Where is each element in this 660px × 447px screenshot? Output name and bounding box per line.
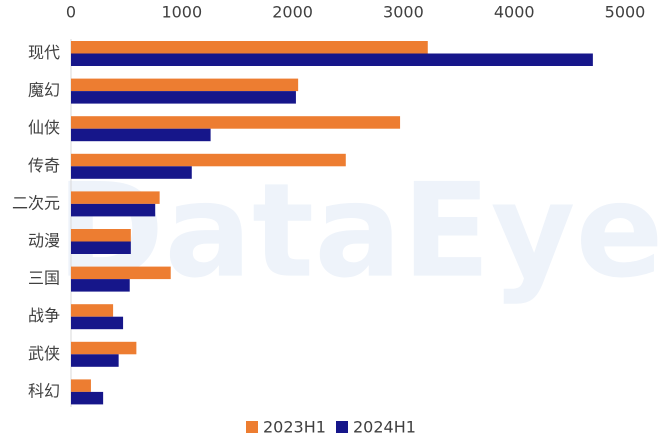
x-tick-label: 1000 (161, 3, 202, 22)
bar (71, 241, 131, 254)
bar (71, 166, 192, 179)
legend-swatch (336, 421, 348, 433)
x-tick-label: 5000 (605, 3, 646, 22)
bar (71, 354, 119, 367)
bar (71, 203, 156, 217)
x-tick-label: 2000 (272, 3, 313, 22)
bar (71, 191, 160, 204)
legend-label: 2024H1 (353, 418, 416, 437)
bar (71, 116, 401, 129)
x-tick-label: 3000 (383, 3, 424, 22)
bar (71, 304, 114, 317)
bar (71, 316, 124, 330)
bar (71, 391, 104, 405)
bar (71, 279, 130, 292)
bar (71, 153, 346, 167)
watermark: DataEye (56, 155, 660, 307)
bar (71, 379, 91, 392)
bar (71, 91, 296, 104)
x-tick-label: 0 (66, 3, 76, 22)
bar (71, 53, 593, 66)
y-tick-label: 传奇 (28, 156, 60, 175)
y-tick-label: 二次元 (12, 193, 60, 212)
bar (71, 341, 137, 355)
bar (71, 78, 299, 92)
y-tick-label: 仙侠 (28, 118, 60, 137)
y-tick-label: 武侠 (28, 344, 60, 363)
y-tick-label: 魔幻 (28, 81, 60, 100)
y-tick-label: 战争 (28, 306, 60, 325)
legend-swatch (246, 421, 258, 433)
y-tick-label: 三国 (28, 269, 60, 288)
legend-label: 2023H1 (263, 418, 326, 437)
y-tick-label: 科幻 (28, 381, 60, 400)
bar (71, 41, 428, 54)
y-tick-label: 动漫 (28, 231, 60, 250)
y-tick-label: 现代 (28, 43, 60, 62)
bar (71, 266, 171, 280)
x-tick-label: 4000 (494, 3, 535, 22)
bar (71, 229, 131, 242)
bar (71, 128, 211, 142)
